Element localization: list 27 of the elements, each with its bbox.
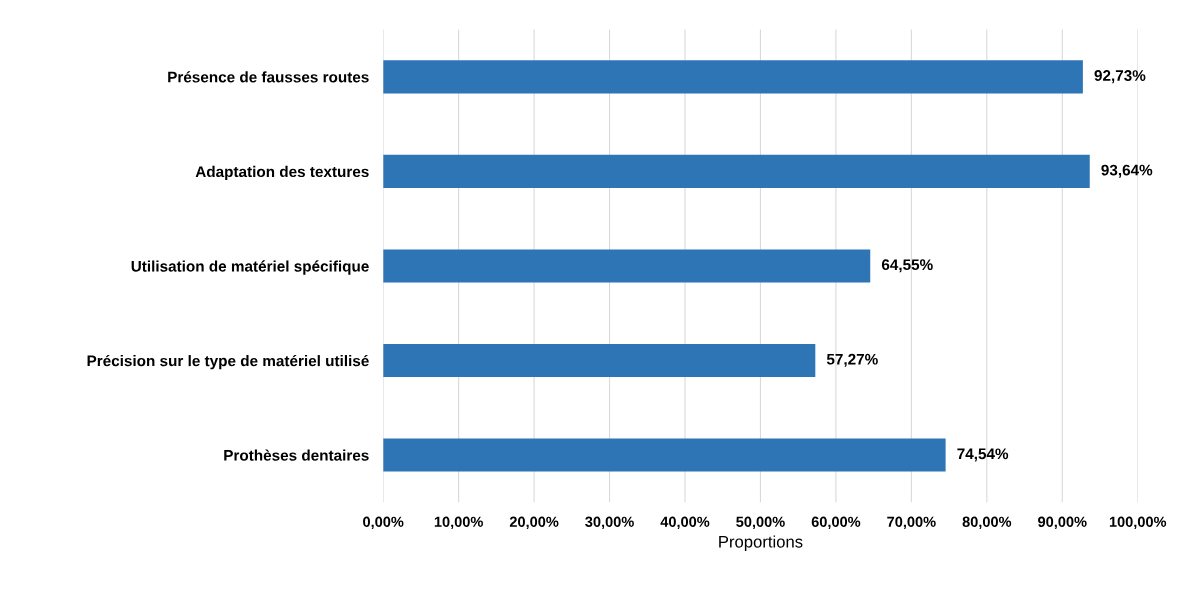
bar xyxy=(383,154,1090,188)
x-tick-label: 20,00% xyxy=(509,516,559,530)
bar xyxy=(383,60,1083,94)
y-tick-label: Précision sur le type de matériel utilisé xyxy=(87,354,369,370)
x-tick-label: 40,00% xyxy=(660,516,710,530)
x-tick-label: 0,00% xyxy=(363,516,404,530)
x-tick-label: 50,00% xyxy=(736,516,785,530)
data-label: 57,27% xyxy=(826,353,878,367)
y-tick-label: Présence de fausses routes xyxy=(168,71,369,83)
y-tick-label: Adaptation des textures xyxy=(195,165,369,181)
x-tick-label: 60,00% xyxy=(811,516,861,530)
x-tick-label: 90,00% xyxy=(1038,516,1087,530)
bar xyxy=(383,249,871,283)
x-tick-label: 80,00% xyxy=(962,516,1012,530)
data-label: 64,55% xyxy=(881,259,933,273)
data-label: 92,73% xyxy=(1094,70,1146,84)
bar xyxy=(383,343,816,378)
x-tick-label: 30,00% xyxy=(585,516,634,530)
bar xyxy=(383,438,946,472)
data-label: 93,64% xyxy=(1101,164,1153,178)
x-axis-title: Proportions xyxy=(719,535,803,551)
data-label: 74,54% xyxy=(957,448,1009,462)
x-tick-label: 70,00% xyxy=(887,516,936,530)
x-tick-label: 10,00% xyxy=(434,516,483,530)
x-tick-label: 100,00% xyxy=(1109,516,1167,530)
y-tick-label: Prothèses dentaires xyxy=(224,449,369,461)
y-tick-label: Utilisation de matériel spécifique xyxy=(131,260,369,275)
